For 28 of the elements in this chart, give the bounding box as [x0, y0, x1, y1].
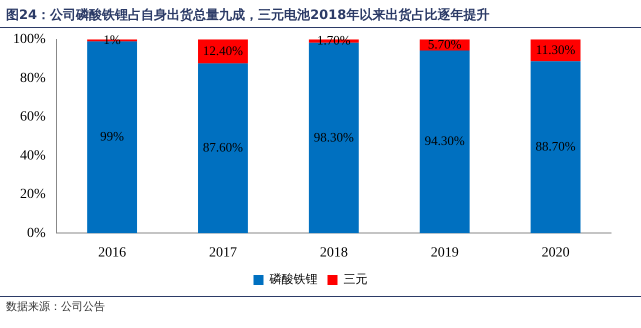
bar — [420, 50, 470, 234]
bar — [198, 63, 248, 234]
chart-title: 图24：公司磷酸铁锂占自身出货总量九成，三元电池2018年以来出货占比逐年提升 — [0, 0, 641, 28]
data-label: 98.30% — [314, 129, 354, 144]
x-tick-label: 2018 — [320, 245, 348, 260]
bar — [530, 61, 581, 234]
y-tick-label: 40% — [20, 148, 46, 164]
x-tick-label: 2017 — [208, 245, 237, 260]
x-tick-label: 2016 — [98, 245, 126, 260]
y-tick-label: 20% — [20, 187, 46, 202]
x-tick-label: 2020 — [542, 245, 570, 260]
y-tick-label: 0% — [26, 226, 46, 241]
y-tick-label: 60% — [20, 110, 46, 125]
data-label: 1% — [103, 32, 121, 47]
legend-label: 磷酸铁锂 — [268, 272, 318, 286]
data-label: 11.30% — [536, 42, 576, 57]
y-tick-label: 100% — [12, 32, 46, 48]
data-label: 99% — [100, 128, 124, 144]
data-label: 5.70% — [428, 36, 462, 52]
data-label: 87.60% — [202, 140, 244, 155]
x-tick-label: 2019 — [430, 245, 459, 260]
data-label: 1.70% — [317, 32, 351, 48]
source-note: 数据来源：公司公告 — [6, 299, 106, 314]
data-label: 12.40% — [202, 42, 244, 58]
data-label: 94.30% — [424, 133, 465, 148]
legend-label: 三元 — [344, 272, 368, 286]
data-label: 88.70% — [536, 138, 576, 154]
y-tick-label: 80% — [20, 70, 46, 86]
